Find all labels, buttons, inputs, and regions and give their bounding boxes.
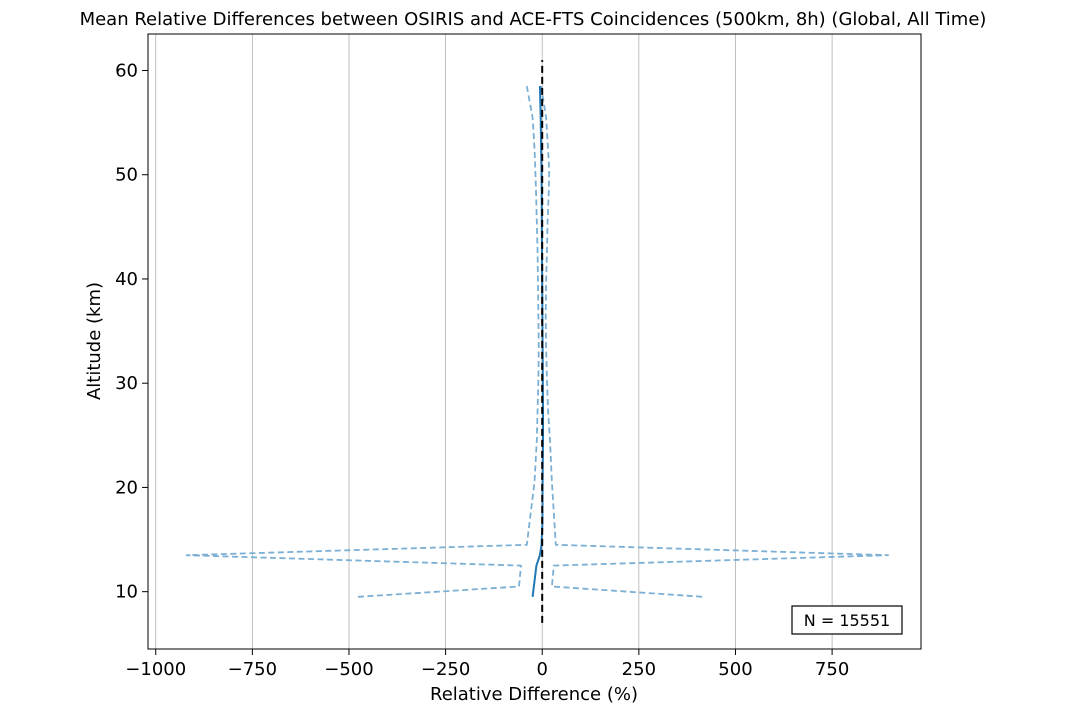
annotation-box xyxy=(791,605,903,635)
x-tick-label: −500 xyxy=(324,659,373,680)
series-lower-bound xyxy=(185,85,540,598)
annotation-text: N = 15551 xyxy=(804,611,890,630)
plot-frame xyxy=(147,33,922,650)
grid-layer xyxy=(155,34,833,649)
y-tick-label: 30 xyxy=(115,373,138,394)
y-tick-label: 40 xyxy=(115,269,138,290)
x-tick-label: 500 xyxy=(718,659,752,680)
y-tick-label: 10 xyxy=(115,582,138,603)
x-axis-label: Relative Difference (%) xyxy=(430,684,638,705)
chart-title: Mean Relative Differences between OSIRIS… xyxy=(80,9,987,30)
x-tick-label: 250 xyxy=(622,659,656,680)
series-layer xyxy=(185,60,889,623)
x-tick-label: −1000 xyxy=(125,659,186,680)
y-tick-label: 60 xyxy=(115,60,138,81)
x-axis-ticks: −1000 −750 −500 −250 0 250 500 750 xyxy=(125,649,849,680)
y-tick-label: 20 xyxy=(115,477,138,498)
sample-count-annotation: N = 15551 xyxy=(791,605,903,635)
y-tick-label: 50 xyxy=(115,165,138,186)
x-tick-label: 0 xyxy=(537,659,548,680)
y-axis-label: Altitude (km) xyxy=(84,282,105,400)
y-axis-ticks: 10 20 30 40 50 60 xyxy=(115,60,148,603)
x-tick-label: 750 xyxy=(815,659,849,680)
x-tick-label: −750 xyxy=(228,659,277,680)
x-tick-label: −250 xyxy=(421,659,470,680)
series-upper-bound xyxy=(540,85,889,598)
